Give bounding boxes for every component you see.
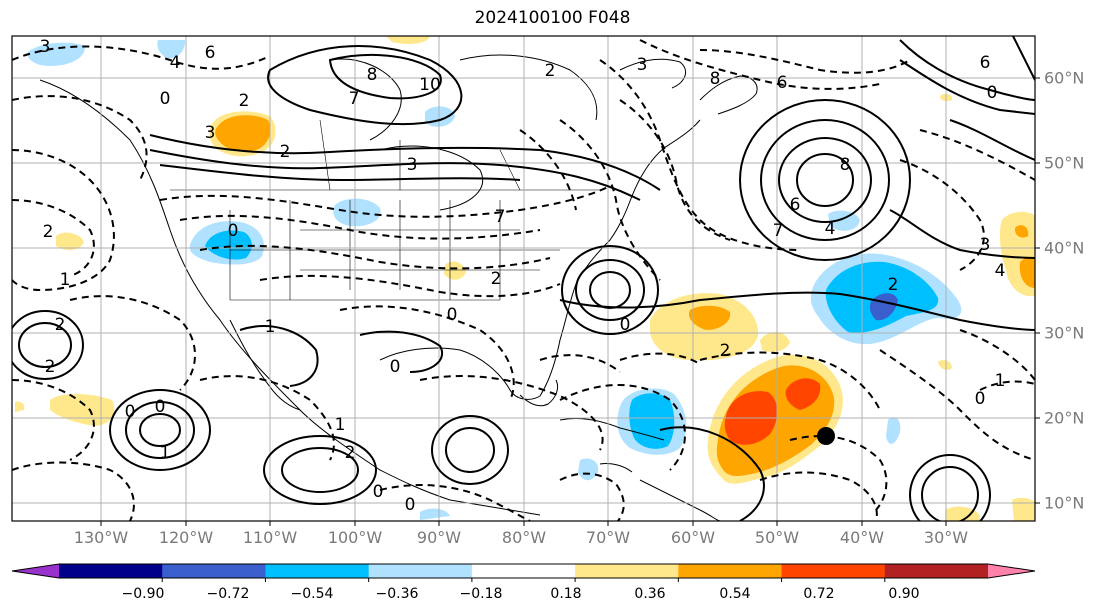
contour-label: 3 (205, 123, 216, 143)
lon-label: 90°W (416, 528, 462, 547)
contour-label: 3 (407, 155, 418, 175)
lon-label: 50°W (754, 528, 800, 547)
lon-label: 80°W (501, 528, 547, 547)
lon-label: 60°W (670, 528, 716, 547)
colorbar-tick-label: 0.72 (803, 586, 835, 602)
contour-label: 1 (160, 443, 171, 463)
contour-label: 0 (155, 397, 166, 417)
colorbar-tick-label: −0.72 (206, 586, 250, 602)
contour-label: 10 (419, 75, 441, 95)
contour-label: 0 (447, 305, 458, 325)
contour-label: 6 (790, 195, 801, 215)
colorbar-tick-label: 0.36 (634, 586, 666, 602)
lon-label: 110°W (242, 528, 298, 547)
colorbar-segment (678, 564, 783, 578)
contour-label: 7 (773, 221, 784, 241)
lat-label: 10°N (1044, 493, 1085, 513)
contour-label: 3 (40, 37, 51, 57)
contour-label: 2 (888, 275, 899, 295)
colorbar-segment (368, 564, 473, 578)
lat-label: 20°N (1044, 408, 1085, 428)
colorbar-tick-label: −0.54 (290, 586, 334, 602)
dashed-contours (12, 39, 1035, 521)
colorbar-extend-low (12, 564, 59, 578)
lon-label: 40°W (839, 528, 885, 547)
contour-label: 2 (491, 269, 502, 289)
contour-label: 7 (495, 207, 506, 227)
contour-label: 2 (239, 91, 250, 111)
colorbar-segment (781, 564, 886, 578)
contour-label: 3 (637, 55, 648, 75)
contour-label: 2 (280, 142, 291, 162)
contour-label: 0 (160, 89, 171, 109)
lat-label: 30°N (1044, 323, 1085, 343)
contour-label: 2 (545, 61, 556, 81)
colorbar (11, 563, 1036, 582)
contour-label: 7 (349, 89, 360, 109)
colorbar-segment (265, 564, 370, 578)
contour-label: 6 (205, 43, 216, 63)
lat-label: 60°N (1044, 68, 1085, 88)
colorbar-outline (11, 563, 1036, 579)
contour-label: 0 (228, 221, 239, 241)
lon-label: 120°W (158, 528, 214, 547)
contour-label: 4 (995, 261, 1006, 281)
contour-label: 2 (43, 222, 54, 242)
lat-label: 40°N (1044, 238, 1085, 258)
contour-label: 0 (987, 83, 998, 103)
contour-label: 1 (60, 270, 71, 290)
contour-label: 8 (367, 65, 378, 85)
colorbar-extend-high (988, 564, 1035, 578)
contour-label: 0 (390, 357, 401, 377)
contour-label: 4 (170, 53, 181, 73)
contour-label: 2 (720, 341, 731, 361)
contour-label: 6 (980, 53, 991, 73)
contour-label: 6 (777, 73, 788, 93)
colorbar-segment (575, 564, 679, 578)
contour-label: 0 (125, 402, 136, 422)
contour-label: 8 (840, 155, 851, 175)
contour-label: 1 (995, 371, 1006, 391)
contour-label: 3 (980, 235, 991, 255)
colorbar-segment (59, 564, 163, 578)
coastlines (39, 54, 758, 521)
colorbar-tick-label: −0.36 (375, 586, 419, 602)
contour-label: 0 (405, 495, 416, 515)
gridlines (12, 36, 1035, 521)
contour-label: 0 (620, 315, 631, 335)
contour-label: 2 (345, 443, 356, 463)
lon-label: 70°W (585, 528, 631, 547)
colorbar-segment (884, 564, 989, 578)
contour-label: 0 (975, 389, 986, 409)
lat-label: 50°N (1044, 153, 1085, 173)
colorbar-segment (162, 564, 266, 578)
lon-label: 100°W (327, 528, 383, 547)
solid-contours (12, 36, 1035, 521)
contour-label: 8 (710, 69, 721, 89)
lon-label: 30°W (923, 528, 969, 547)
colorbar-segment (471, 564, 576, 578)
contour-label: 0 (373, 482, 384, 502)
contour-label: 2 (55, 315, 66, 335)
state-borders (170, 119, 600, 301)
contour-label: 1 (335, 415, 346, 435)
colorbar-tick-label: 0.18 (550, 586, 582, 602)
contour-label: 4 (825, 219, 836, 239)
colorbar-tick-label: −0.90 (121, 586, 165, 602)
contour-label: 1 (265, 317, 276, 337)
axis-ticks (100, 77, 1040, 526)
colorbar-tick-label: 0.90 (888, 586, 920, 602)
colorbar-tick-label: 0.54 (719, 586, 751, 602)
colorbar-tick-label: −0.18 (459, 586, 503, 602)
storm-center-marker (817, 427, 835, 445)
contour-label: 2 (45, 357, 56, 377)
lon-label: 130°W (73, 528, 129, 547)
map-title: 2024100100 F048 (474, 8, 631, 28)
